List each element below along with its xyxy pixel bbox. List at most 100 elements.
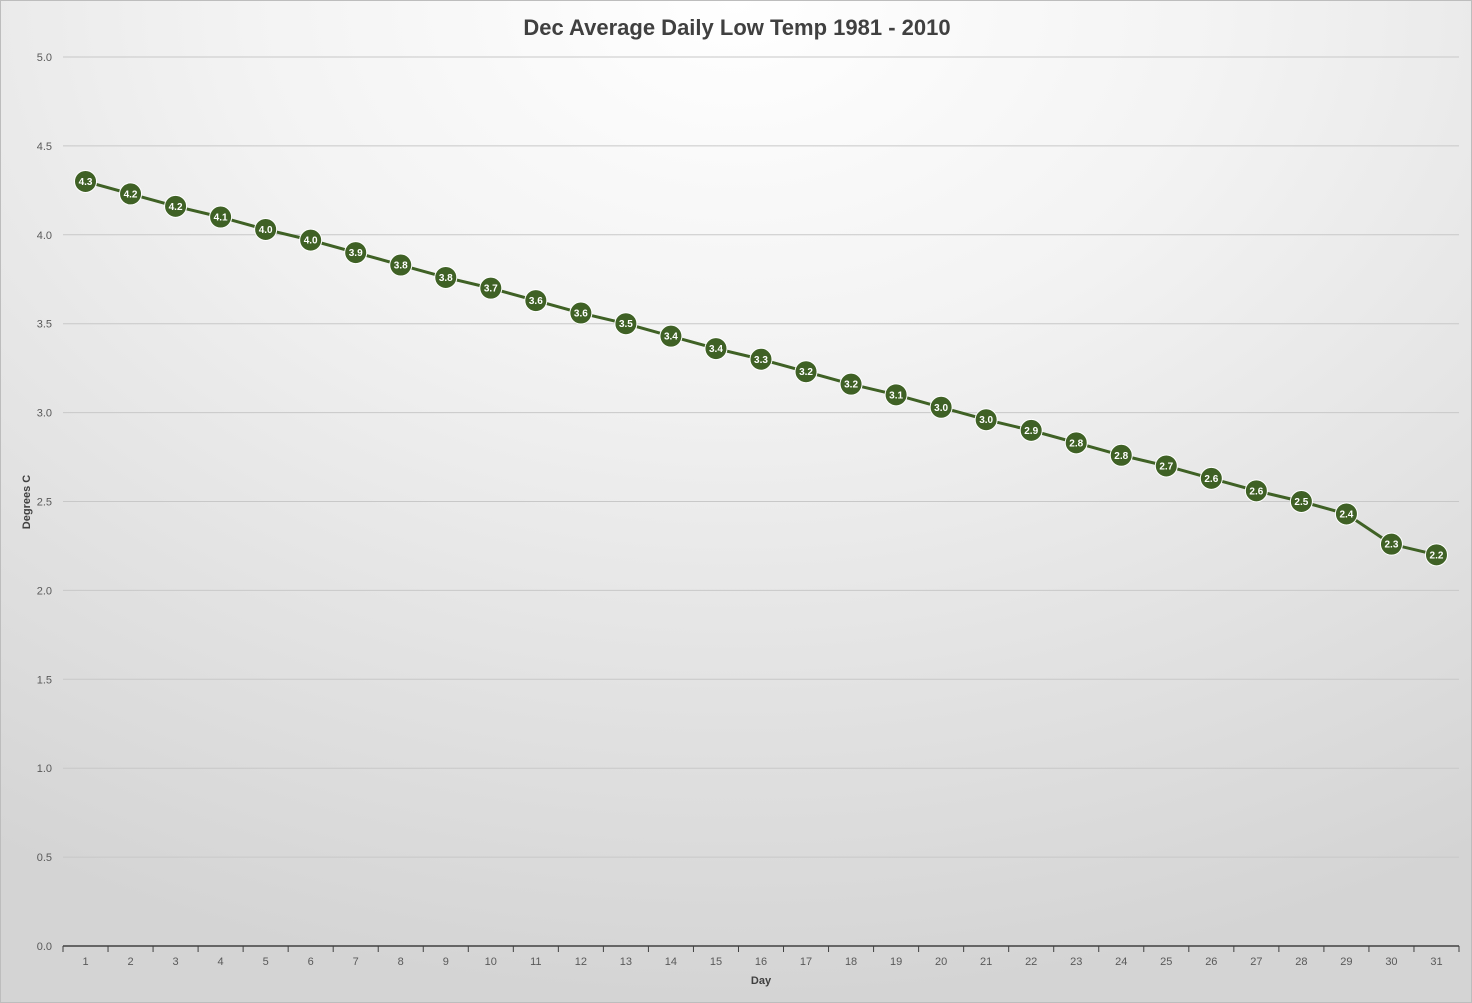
data-label: 3.0 [934, 403, 948, 414]
x-tick-label: 25 [1160, 956, 1172, 968]
data-label: 4.2 [124, 189, 138, 200]
x-tick-label: 3 [173, 956, 179, 968]
x-tick-label: 19 [890, 956, 902, 968]
data-label: 4.2 [169, 202, 183, 213]
chart-title: Dec Average Daily Low Temp 1981 - 2010 [523, 15, 950, 40]
x-tick-label: 27 [1250, 956, 1262, 968]
y-tick-label: 4.5 [37, 141, 52, 153]
y-tick-label: 2.0 [37, 585, 52, 597]
x-tick-label: 11 [530, 956, 541, 968]
x-tick-label: 15 [710, 956, 722, 968]
x-tick-label: 1 [82, 956, 88, 968]
data-label: 2.5 [1294, 497, 1308, 508]
data-point [209, 205, 233, 229]
x-tick-label: 16 [755, 956, 767, 968]
data-point [794, 360, 818, 384]
x-tick-label: 5 [263, 956, 269, 968]
y-tick-label: 3.0 [37, 408, 52, 420]
data-label: 3.5 [619, 319, 633, 330]
data-point [1154, 454, 1178, 478]
x-tick-label: 21 [980, 956, 992, 968]
data-point [299, 228, 323, 252]
data-label: 2.7 [1159, 461, 1173, 472]
data-point [1289, 490, 1313, 513]
data-label: 2.6 [1204, 474, 1218, 485]
data-point [1244, 479, 1268, 503]
x-tick-label: 28 [1295, 956, 1307, 968]
x-tick-label: 9 [443, 956, 449, 968]
data-label: 4.1 [214, 213, 228, 224]
data-point [344, 241, 368, 265]
x-tick-label: 20 [935, 956, 947, 968]
data-label: 3.9 [349, 248, 363, 259]
x-axis-title: Day [751, 975, 772, 987]
data-label: 4.0 [259, 225, 273, 236]
data-point [569, 301, 593, 325]
data-point [1199, 466, 1223, 490]
data-point [479, 276, 503, 300]
data-label: 2.3 [1384, 540, 1398, 551]
x-tick-label: 29 [1340, 956, 1352, 968]
x-tick-label: 14 [665, 956, 677, 968]
data-point [1019, 418, 1043, 442]
data-label: 3.2 [844, 380, 858, 391]
data-label: 2.4 [1339, 509, 1353, 520]
x-tick-label: 26 [1205, 956, 1217, 968]
data-point [1334, 502, 1358, 526]
data-point [704, 337, 728, 361]
data-label: 3.6 [529, 296, 543, 307]
x-tick-label: 30 [1385, 956, 1397, 968]
data-point [389, 253, 413, 277]
x-tick-label: 22 [1025, 956, 1037, 968]
data-label: 3.1 [889, 390, 903, 401]
x-tick-label: 4 [218, 956, 224, 968]
y-tick-label: 2.5 [37, 497, 52, 509]
x-tick-label: 2 [127, 956, 133, 968]
data-point [839, 372, 863, 396]
data-point [254, 217, 278, 241]
data-point [164, 194, 188, 218]
data-label: 2.9 [1024, 426, 1038, 437]
gridlines [63, 56, 1459, 858]
x-tick-label: 7 [353, 956, 359, 968]
data-point [614, 312, 638, 336]
y-tick-label: 3.5 [37, 319, 52, 331]
data-label: 2.8 [1069, 438, 1083, 449]
data-point [1424, 543, 1448, 567]
y-tick-label: 0.5 [37, 852, 52, 864]
x-tick-label: 31 [1430, 956, 1442, 968]
data-point [659, 324, 683, 348]
x-tick-label: 6 [308, 956, 314, 968]
data-label: 3.4 [664, 332, 678, 343]
data-label: 3.8 [439, 273, 453, 284]
data-label: 2.6 [1249, 486, 1263, 497]
data-label: 3.4 [709, 344, 723, 355]
data-point [1379, 532, 1403, 556]
y-tick-label: 4.0 [37, 230, 52, 242]
data-point [74, 169, 98, 193]
data-point [119, 182, 143, 206]
data-point [1109, 443, 1133, 467]
data-label: 3.8 [394, 261, 408, 272]
data-label: 4.0 [304, 236, 318, 247]
x-tick-label: 23 [1070, 956, 1082, 968]
data-label: 3.0 [979, 415, 993, 426]
x-tick-label: 24 [1115, 956, 1127, 968]
data-label: 4.3 [79, 177, 93, 188]
data-label: 2.8 [1114, 451, 1128, 462]
data-point [884, 383, 908, 407]
y-tick-label: 1.0 [37, 763, 52, 775]
data-label: 3.7 [484, 284, 498, 295]
x-tick-label: 8 [398, 956, 404, 968]
data-point [524, 289, 548, 313]
data-label: 3.6 [574, 309, 588, 320]
x-tick-label: 10 [485, 956, 497, 968]
data-point [974, 408, 998, 432]
x-tick-label: 13 [620, 956, 632, 968]
x-tick-label: 17 [800, 956, 812, 968]
data-point [1064, 431, 1088, 455]
y-tick-label: 0.0 [37, 941, 52, 953]
data-point [929, 395, 953, 419]
